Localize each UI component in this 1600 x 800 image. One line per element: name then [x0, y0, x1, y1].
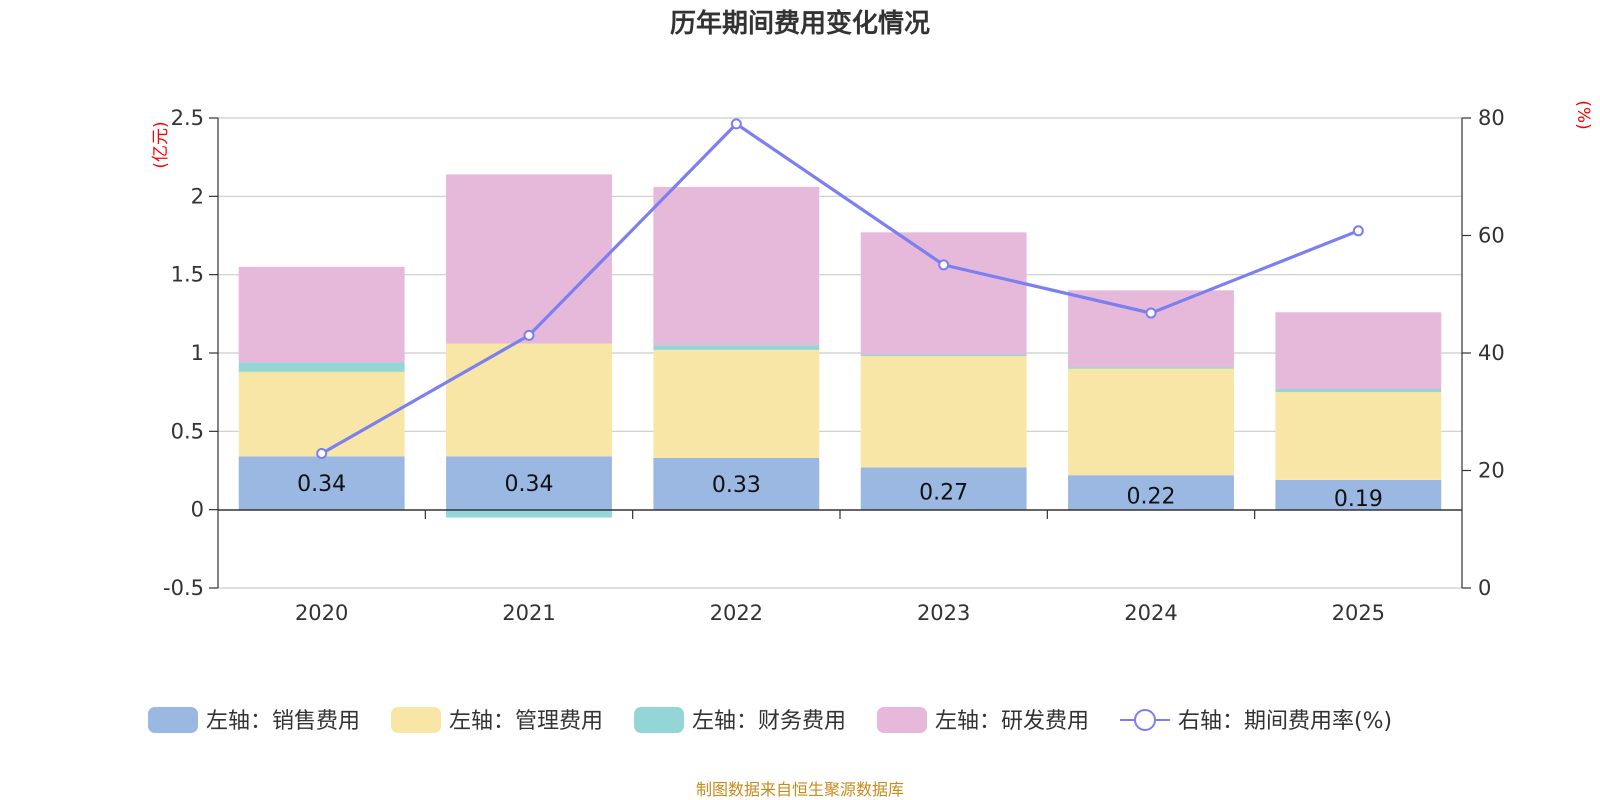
bar-segment-2024-s1 [1068, 368, 1234, 476]
bar-segment-2025-s1 [1275, 392, 1442, 480]
right-tick-label: 80 [1478, 106, 1505, 130]
bar-segment-2022-s3 [653, 186, 820, 346]
legend: 左轴：销售费用 左轴：管理费用 左轴：财务费用 左轴：研发费用 右轴：期间费用率(%) [148, 707, 1392, 734]
right-tick-label: 60 [1478, 224, 1505, 248]
bar-segment-2024-s2 [1068, 367, 1234, 369]
bar-segment-2023-s1 [860, 356, 1027, 468]
bar-segment-2021-s0 [446, 456, 612, 510]
bar-segment-2025-s3 [1275, 312, 1442, 390]
legend-swatch [148, 707, 198, 733]
bar-segment-2022-s2 [653, 345, 820, 350]
data-label: 0.34 [297, 472, 346, 497]
bar-segment-2023-s3 [860, 232, 1027, 355]
x-tick-label: 2021 [502, 601, 555, 625]
data-label: 0.19 [1334, 487, 1383, 512]
rate-point-2025 [1352, 225, 1364, 237]
right-tick-label: 0 [1478, 576, 1491, 600]
bar-segment-2021-s3 [446, 174, 612, 344]
x-tick-label: 2022 [710, 601, 763, 625]
legend-label: 左轴：财务费用 [692, 709, 846, 734]
bar-segment-2021-s2 [446, 509, 612, 518]
rate-line [316, 118, 1364, 459]
rate-point-2024 [1145, 307, 1157, 319]
data-label: 0.34 [505, 472, 554, 497]
data-labels: 0.34 0.34 0.33 0.27 0.22 0.19 [297, 472, 1383, 512]
left-tick-label: 1 [191, 341, 204, 365]
bar-segment-2023-s2 [860, 354, 1027, 357]
left-tick-label: 0.5 [171, 419, 204, 443]
left-axis-unit: (亿元) [151, 121, 171, 168]
left-tick-label: 2.5 [171, 106, 204, 130]
left-tick-label: 2 [191, 184, 204, 208]
bar-segment-2025-s0 [1275, 479, 1442, 510]
bar-segment-2022-s1 [653, 349, 820, 458]
legend-label: 左轴：管理费用 [449, 709, 603, 734]
axes: -0.5 0 0.5 1 1.5 2 2.5 0 20 40 60 80 2020 2021 2022 202… [163, 106, 1505, 625]
left-tick-label: 0 [191, 498, 204, 522]
rate-point-2023 [938, 259, 950, 271]
left-tick-label: -0.5 [163, 576, 204, 600]
bar-segment-2025-s2 [1275, 389, 1442, 393]
bar-segment-2022-s0 [653, 457, 820, 510]
data-label: 0.22 [1127, 484, 1176, 509]
bars [238, 174, 1442, 518]
right-tick-label: 40 [1478, 341, 1505, 365]
x-tick-label: 2025 [1332, 601, 1385, 625]
x-tick-label: 2020 [295, 601, 348, 625]
gridlines [218, 117, 1462, 589]
rate-point-2020 [316, 447, 328, 459]
x-tick-label: 2024 [1124, 601, 1177, 625]
bar-segment-2021-s1 [446, 343, 612, 457]
bar-segment-2020-s0 [238, 456, 405, 510]
legend-label: 左轴：销售费用 [206, 709, 360, 734]
legend-swatch [877, 707, 927, 733]
legend-swatch [634, 707, 684, 733]
rate-point-2021 [523, 329, 535, 341]
bar-segment-2024-s0 [1068, 475, 1234, 510]
data-label: 0.27 [919, 481, 968, 506]
bar-segment-2020-s1 [238, 371, 405, 457]
bar-segment-2020-s2 [238, 362, 405, 372]
chart-title: 历年期间费用变化情况 [670, 8, 930, 39]
bar-segment-2023-s0 [860, 467, 1027, 510]
legend-label: 右轴：期间费用率(%) [1178, 709, 1392, 734]
legend-marker-swatch [1134, 709, 1156, 731]
x-tick-label: 2023 [917, 601, 970, 625]
bar-segment-2020-s3 [238, 266, 405, 363]
legend-swatch [391, 707, 441, 733]
right-axis-unit: (%) [1573, 100, 1593, 129]
source-note: 制图数据来自恒生聚源数据库 [696, 780, 904, 799]
data-label: 0.33 [712, 473, 761, 498]
right-tick-label: 20 [1478, 459, 1505, 483]
left-tick-label: 1.5 [171, 263, 204, 287]
legend-label: 左轴：研发费用 [935, 709, 1089, 734]
bar-segment-2024-s3 [1068, 290, 1234, 368]
rate-line-path [320, 121, 1359, 455]
rate-point-2022 [730, 118, 742, 130]
